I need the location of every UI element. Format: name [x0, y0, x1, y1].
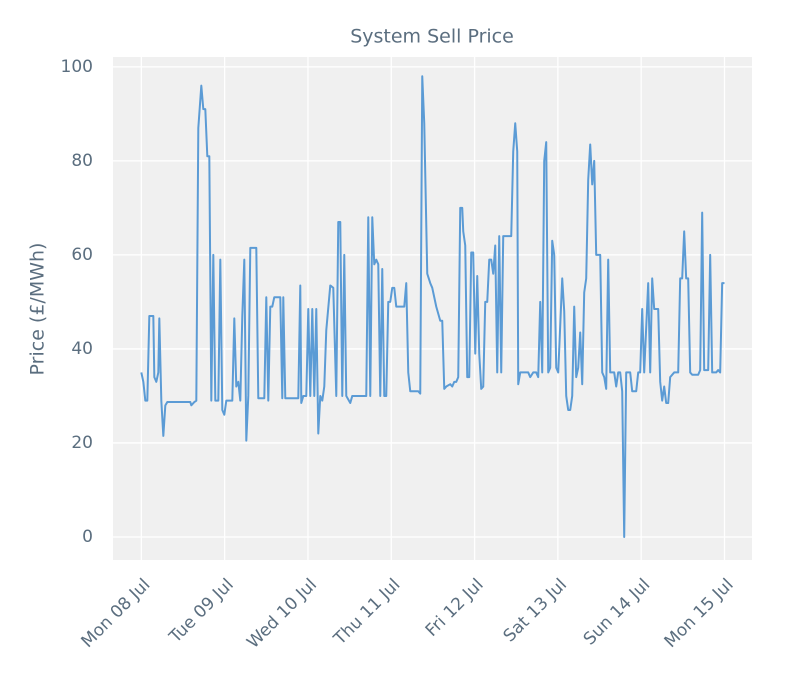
x-tick-label: Sun 14 Jul	[580, 575, 654, 649]
y-tick-label: 80	[71, 151, 93, 171]
x-tick-label: Fri 12 Jul	[422, 575, 488, 641]
x-tick-label: Sat 13 Jul	[500, 575, 571, 646]
x-tick-label: Tue 09 Jul	[165, 575, 238, 648]
x-tick-label: Mon 08 Jul	[77, 575, 154, 652]
y-axis-label: Price (£/MWh)	[27, 243, 49, 376]
chart-title: System Sell Price	[350, 26, 514, 48]
y-tick-label: 100	[61, 57, 93, 77]
x-tick-label: Thu 11 Jul	[329, 575, 404, 650]
x-tick-label: Wed 10 Jul	[243, 575, 321, 653]
line-series	[140, 75, 725, 538]
y-tick-label: 40	[71, 339, 93, 359]
y-tick-label: 0	[82, 527, 93, 547]
x-tick-label: Mon 15 Jul	[661, 575, 738, 652]
y-tick-label: 20	[71, 433, 93, 453]
y-tick-label: 60	[71, 245, 93, 265]
